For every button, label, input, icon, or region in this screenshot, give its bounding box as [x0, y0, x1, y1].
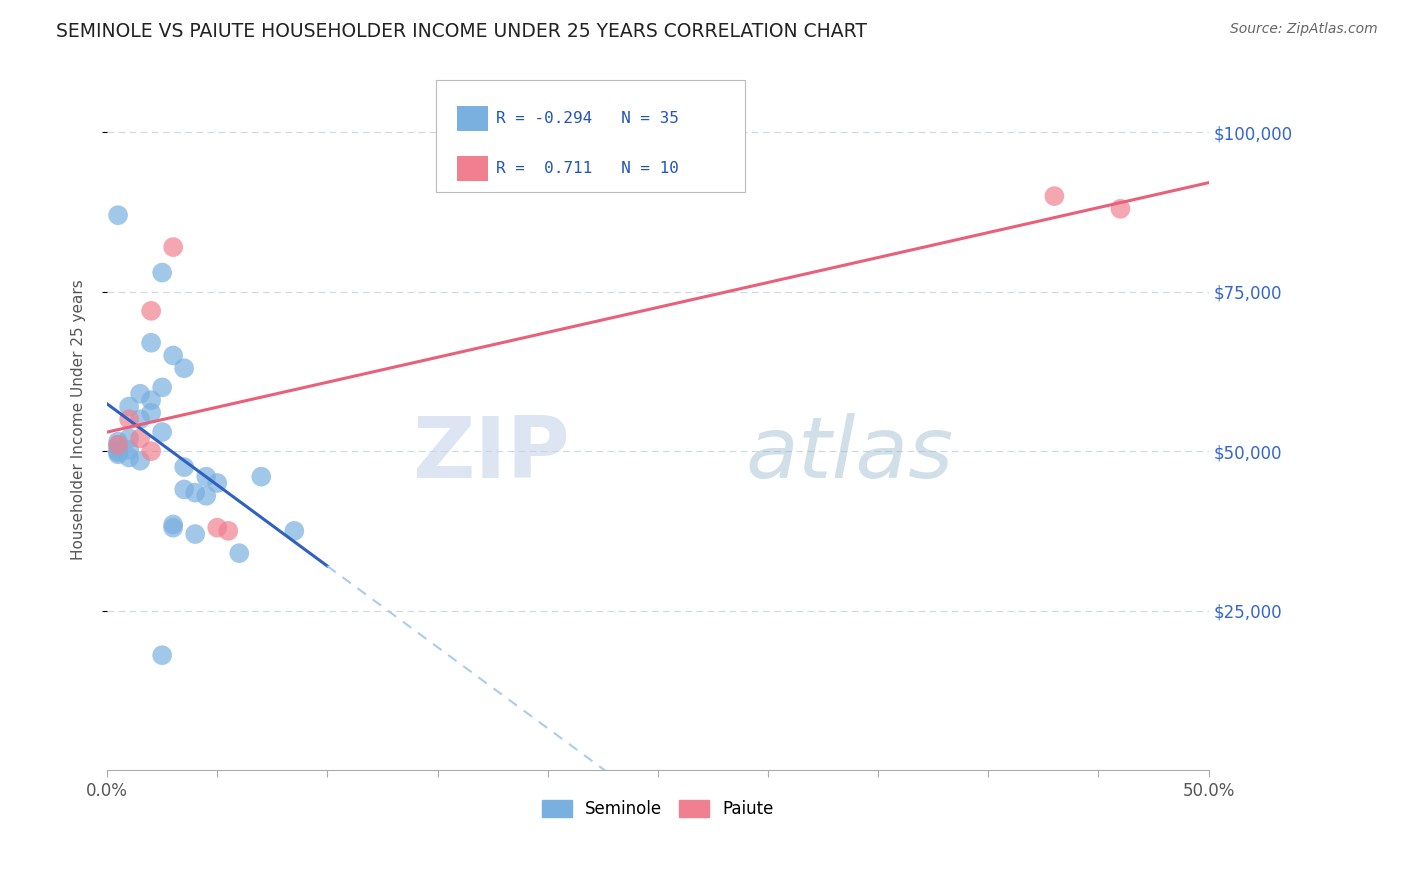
Point: [107, 208, 129, 222]
Point: [150, 266, 173, 280]
Point: [173, 361, 195, 376]
Point: [205, 476, 228, 491]
Point: [107, 441, 129, 455]
Point: [250, 469, 273, 483]
Point: [228, 546, 250, 560]
Point: [162, 517, 184, 532]
Point: [205, 521, 228, 535]
Point: [173, 483, 195, 497]
Point: [118, 442, 141, 457]
Point: [150, 425, 173, 439]
Point: [118, 400, 141, 414]
Point: [107, 447, 129, 461]
Point: [162, 240, 184, 254]
Point: [217, 524, 239, 538]
Point: [118, 412, 141, 426]
Point: [184, 485, 207, 500]
Point: [129, 431, 152, 445]
Point: [139, 303, 162, 318]
Text: R =  0.711   N = 10: R = 0.711 N = 10: [496, 161, 679, 177]
Point: [139, 444, 162, 458]
Point: [129, 453, 152, 467]
Point: [1043, 189, 1066, 203]
Point: [129, 386, 152, 401]
Point: [283, 524, 305, 538]
Point: [107, 444, 129, 458]
Point: [184, 527, 207, 541]
Point: [139, 406, 162, 420]
Text: Source: ZipAtlas.com: Source: ZipAtlas.com: [1230, 22, 1378, 37]
Point: [107, 438, 129, 452]
Point: [162, 349, 184, 363]
Text: SEMINOLE VS PAIUTE HOUSEHOLDER INCOME UNDER 25 YEARS CORRELATION CHART: SEMINOLE VS PAIUTE HOUSEHOLDER INCOME UN…: [56, 22, 868, 41]
Legend: Seminole, Paiute: Seminole, Paiute: [536, 793, 780, 825]
Text: ZIP: ZIP: [412, 413, 569, 496]
Point: [118, 431, 141, 445]
Point: [107, 434, 129, 449]
Text: atlas: atlas: [747, 413, 953, 496]
Point: [129, 412, 152, 426]
Point: [139, 335, 162, 350]
Point: [1109, 202, 1132, 216]
Point: [107, 438, 129, 452]
Point: [107, 445, 129, 459]
Point: [195, 469, 218, 483]
Point: [150, 648, 173, 663]
Point: [150, 380, 173, 394]
Point: [162, 521, 184, 535]
Text: R = -0.294   N = 35: R = -0.294 N = 35: [496, 112, 679, 126]
Point: [139, 393, 162, 408]
Point: [118, 450, 141, 465]
Point: [173, 460, 195, 475]
Y-axis label: Householder Income Under 25 years: Householder Income Under 25 years: [72, 279, 86, 559]
Point: [195, 489, 218, 503]
